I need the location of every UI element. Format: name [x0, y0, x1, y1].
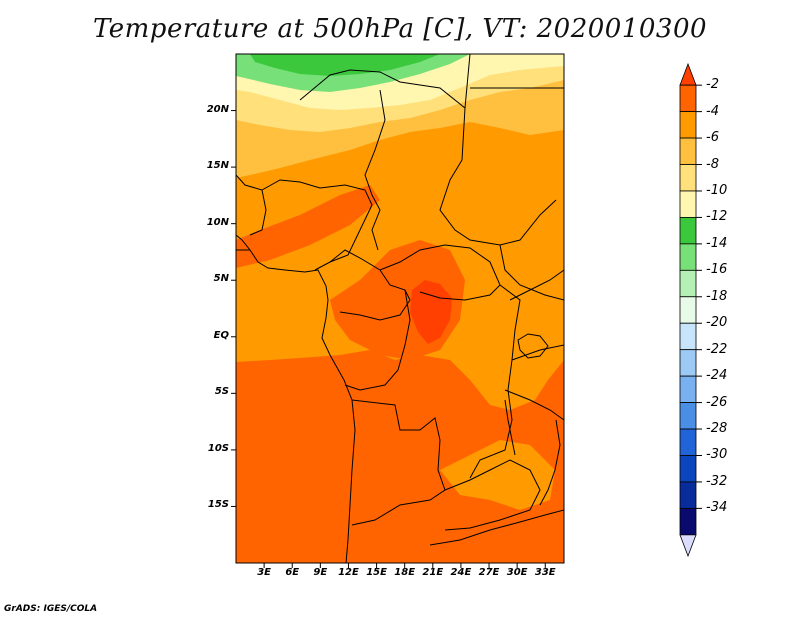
colorbar-label: -34 [706, 500, 728, 516]
field-deep-green-north [250, 54, 440, 76]
colorbar-segment [679, 322, 697, 351]
lat-label-10n: 10N [206, 216, 229, 228]
colorbar-segment [679, 190, 697, 218]
colorbar-segment [679, 507, 697, 536]
colorbar-label: -6 [706, 130, 719, 146]
lat-tick-marks [231, 110, 236, 507]
field-orange-se-tongue [440, 440, 555, 510]
lon-label-21e: 21E [422, 567, 444, 578]
colorbar-segment [679, 349, 697, 377]
border-west-africa [236, 174, 267, 251]
colorbar-segment [679, 455, 697, 483]
lon-label-6e: 6E [285, 567, 300, 578]
lon-label-33e: 33E [534, 567, 556, 578]
colorbar-label: -12 [706, 209, 728, 225]
colorbar-segment [679, 269, 697, 298]
border-sudan [470, 87, 564, 301]
lon-label-12e: 12E [338, 567, 359, 578]
colorbar-label: -28 [706, 421, 728, 437]
colorbar-segment [679, 243, 697, 271]
lat-label-10s: 10S [207, 442, 229, 454]
colorbar-top-cap [679, 62, 697, 86]
colorbar-segment [679, 481, 697, 509]
border-east-africa [504, 269, 564, 421]
colorbar-segment [679, 137, 697, 165]
lon-label-30e: 30E [506, 567, 528, 578]
lon-label-27e: 27E [478, 567, 500, 578]
lake-victoria [517, 333, 549, 359]
lat-label-5n: 5N [213, 273, 229, 285]
border-zambia [444, 459, 541, 531]
lat-label-20n: 20N [206, 103, 229, 115]
colorbar [679, 62, 702, 558]
colorbar-segment [679, 164, 697, 192]
border-south [429, 509, 564, 546]
colorbar-segment [679, 111, 697, 139]
border-angola [351, 399, 446, 526]
grads-credit: GrADS: IGES/COLA [4, 604, 98, 614]
lon-label-9e: 9E [313, 567, 328, 578]
coastline-west [236, 234, 356, 563]
colorbar-segment [679, 84, 697, 113]
colorbar-label: -32 [706, 473, 728, 489]
field-warm-band-west [236, 185, 380, 268]
colorbar-segment [679, 375, 697, 403]
colorbar-bottom-cap [679, 534, 697, 558]
colorbar-segment [679, 428, 697, 456]
lon-tick-marks [263, 563, 546, 568]
colorbar-segment [679, 402, 697, 430]
field-hot-core [410, 280, 452, 344]
colorbar-segment [679, 217, 697, 245]
lon-label-3e: 3E [257, 567, 271, 578]
colorbar-label: -8 [706, 156, 719, 172]
colorbar-label: -18 [706, 288, 728, 304]
border-nigeria [261, 179, 373, 271]
country-borders [236, 54, 564, 563]
colorbar-label: -30 [706, 447, 728, 463]
colorbar-label: -26 [706, 394, 728, 410]
colorbar-label: -14 [706, 235, 728, 251]
lat-label-15s: 15S [207, 499, 229, 511]
colorbar-label: -16 [706, 262, 728, 278]
colorbar-label: -4 [706, 103, 719, 119]
lon-label-24e: 24E [450, 567, 472, 578]
border-sahara-1 [299, 54, 471, 109]
colorbar-label: -10 [706, 182, 728, 198]
coast-east [539, 419, 561, 506]
map-frame [235, 53, 565, 564]
lat-label-15n: 15N [206, 160, 229, 172]
lon-label-15e: 15E [366, 567, 387, 578]
map-title: Temperature at 500hPa [C], VT: 202001030… [92, 14, 708, 44]
colorbar-label: -24 [706, 368, 728, 384]
lat-label-5s: 5S [214, 386, 229, 398]
border-sahara-2 [364, 89, 386, 251]
border-congo [344, 289, 411, 391]
temperature-field [236, 54, 564, 563]
border-car [379, 244, 501, 301]
border-chad [439, 107, 557, 246]
lake-tanganyika [504, 399, 516, 456]
colorbar-label: -2 [706, 77, 719, 93]
border-drc-east [469, 284, 521, 479]
colorbar-label: -22 [706, 341, 728, 357]
colorbar-label: -20 [706, 315, 728, 331]
lat-label-eq: EQ [213, 329, 229, 341]
lon-label-18e: 18E [394, 567, 416, 578]
colorbar-segment [679, 296, 697, 324]
